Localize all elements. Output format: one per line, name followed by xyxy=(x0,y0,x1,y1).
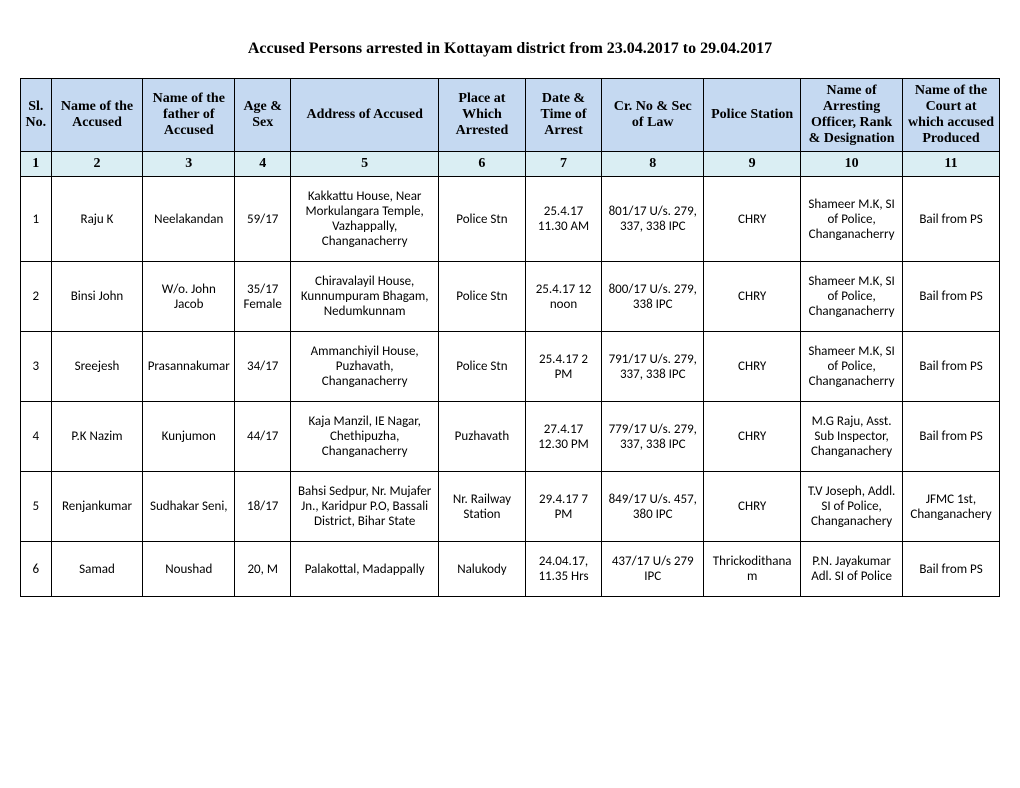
cell: JFMC 1st, Changanachery xyxy=(903,472,1000,542)
cell: Palakottal, Madappally xyxy=(291,542,439,597)
cell: 20, M xyxy=(235,542,291,597)
col-header-age: Age & Sex xyxy=(235,79,291,152)
col-header-name: Name of the Accused xyxy=(51,79,143,152)
cell: P.K Nazim xyxy=(51,402,143,472)
cell: 25.4.17 12 noon xyxy=(525,262,601,332)
cell: Bail from PS xyxy=(903,332,1000,402)
cell: P.N. Jayakumar Adl. SI of Police xyxy=(801,542,903,597)
cell: Shameer M.K, SI of Police, Changanacherr… xyxy=(801,262,903,332)
col-num: 8 xyxy=(602,152,704,177)
table-row: 3SreejeshPrasannakumar34/17Ammanchiyil H… xyxy=(21,332,1000,402)
col-header-datetime: Date & Time of Arrest xyxy=(525,79,601,152)
cell: Shameer M.K, SI of Police, Changanacherr… xyxy=(801,177,903,262)
col-header-father: Name of the father of Accused xyxy=(143,79,235,152)
cell: Raju K xyxy=(51,177,143,262)
cell: 3 xyxy=(21,332,52,402)
cell: Bail from PS xyxy=(903,402,1000,472)
cell: Binsi John xyxy=(51,262,143,332)
cell: Noushad xyxy=(143,542,235,597)
col-num: 2 xyxy=(51,152,143,177)
table-header-row: Sl. No. Name of the Accused Name of the … xyxy=(21,79,1000,152)
cell: 24.04.17, 11.35 Hrs xyxy=(525,542,601,597)
cell: Puzhavath xyxy=(439,402,526,472)
col-header-court: Name of the Court at which accused Produ… xyxy=(903,79,1000,152)
col-header-address: Address of Accused xyxy=(291,79,439,152)
cell: M.G Raju, Asst. Sub Inspector, Changanac… xyxy=(801,402,903,472)
cell: Kaja Manzil, IE Nagar, Chethipuzha, Chan… xyxy=(291,402,439,472)
col-num: 7 xyxy=(525,152,601,177)
table-number-row: 1 2 3 4 5 6 7 8 9 10 11 xyxy=(21,152,1000,177)
cell: Ammanchiyil House, Puzhavath, Changanach… xyxy=(291,332,439,402)
page-title: Accused Persons arrested in Kottayam dis… xyxy=(20,40,1000,58)
cell: Prasannakumar xyxy=(143,332,235,402)
cell: 4 xyxy=(21,402,52,472)
cell: W/o. John Jacob xyxy=(143,262,235,332)
cell: 25.4.17 11.30 AM xyxy=(525,177,601,262)
cell: Police Stn xyxy=(439,262,526,332)
col-num: 11 xyxy=(903,152,1000,177)
cell: 27.4.17 12.30 PM xyxy=(525,402,601,472)
cell: Bahsi Sedpur, Nr. Mujafer Jn., Karidpur … xyxy=(291,472,439,542)
cell: Thrickodithanam xyxy=(704,542,801,597)
cell: 2 xyxy=(21,262,52,332)
cell: CHRY xyxy=(704,177,801,262)
table-row: 6SamadNoushad20, MPalakottal, Madappally… xyxy=(21,542,1000,597)
cell: 34/17 xyxy=(235,332,291,402)
cell: Samad xyxy=(51,542,143,597)
cell: 25.4.17 2 PM xyxy=(525,332,601,402)
cell: Kunjumon xyxy=(143,402,235,472)
col-header-place: Place at Which Arrested xyxy=(439,79,526,152)
col-header-slno: Sl. No. xyxy=(21,79,52,152)
cell: Police Stn xyxy=(439,177,526,262)
cell: Chiravalayil House, Kunnumpuram Bhagam, … xyxy=(291,262,439,332)
cell: Shameer M.K, SI of Police, Changanacherr… xyxy=(801,332,903,402)
cell: 35/17 Female xyxy=(235,262,291,332)
cell: 800/17 U/s. 279, 338 IPC xyxy=(602,262,704,332)
cell: 849/17 U/s. 457, 380 IPC xyxy=(602,472,704,542)
col-num: 4 xyxy=(235,152,291,177)
cell: 44/17 xyxy=(235,402,291,472)
cell: T.V Joseph, Addl. SI of Police, Changana… xyxy=(801,472,903,542)
cell: Sreejesh xyxy=(51,332,143,402)
table-row: 4P.K NazimKunjumon44/17Kaja Manzil, IE N… xyxy=(21,402,1000,472)
col-header-officer: Name of Arresting Officer, Rank & Design… xyxy=(801,79,903,152)
cell: Police Stn xyxy=(439,332,526,402)
cell: Bail from PS xyxy=(903,262,1000,332)
cell: CHRY xyxy=(704,472,801,542)
cell: 59/17 xyxy=(235,177,291,262)
cell: Nr. Railway Station xyxy=(439,472,526,542)
cell: 801/17 U/s. 279, 337, 338 IPC xyxy=(602,177,704,262)
col-num: 5 xyxy=(291,152,439,177)
cell: Bail from PS xyxy=(903,177,1000,262)
col-num: 3 xyxy=(143,152,235,177)
col-num: 9 xyxy=(704,152,801,177)
cell: 5 xyxy=(21,472,52,542)
col-header-crno: Cr. No & Sec of Law xyxy=(602,79,704,152)
cell: 437/17 U/s 279 IPC xyxy=(602,542,704,597)
cell: 18/17 xyxy=(235,472,291,542)
table-row: 1Raju KNeelakandan59/17Kakkattu House, N… xyxy=(21,177,1000,262)
cell: Neelakandan xyxy=(143,177,235,262)
col-num: 6 xyxy=(439,152,526,177)
cell: Nalukody xyxy=(439,542,526,597)
cell: Bail from PS xyxy=(903,542,1000,597)
table-row: 5RenjankumarSudhakar Seni,18/17Bahsi Sed… xyxy=(21,472,1000,542)
col-num: 1 xyxy=(21,152,52,177)
cell: 779/17 U/s. 279, 337, 338 IPC xyxy=(602,402,704,472)
cell: 29.4.17 7 PM xyxy=(525,472,601,542)
cell: 6 xyxy=(21,542,52,597)
cell: Renjankumar xyxy=(51,472,143,542)
table-row: 2Binsi JohnW/o. John Jacob35/17 FemaleCh… xyxy=(21,262,1000,332)
arrest-table: Sl. No. Name of the Accused Name of the … xyxy=(20,78,1000,597)
col-header-station: Police Station xyxy=(704,79,801,152)
table-body: 1Raju KNeelakandan59/17Kakkattu House, N… xyxy=(21,177,1000,597)
cell: CHRY xyxy=(704,402,801,472)
cell: Sudhakar Seni, xyxy=(143,472,235,542)
col-num: 10 xyxy=(801,152,903,177)
cell: CHRY xyxy=(704,332,801,402)
cell: CHRY xyxy=(704,262,801,332)
cell: 791/17 U/s. 279, 337, 338 IPC xyxy=(602,332,704,402)
cell: 1 xyxy=(21,177,52,262)
cell: Kakkattu House, Near Morkulangara Temple… xyxy=(291,177,439,262)
